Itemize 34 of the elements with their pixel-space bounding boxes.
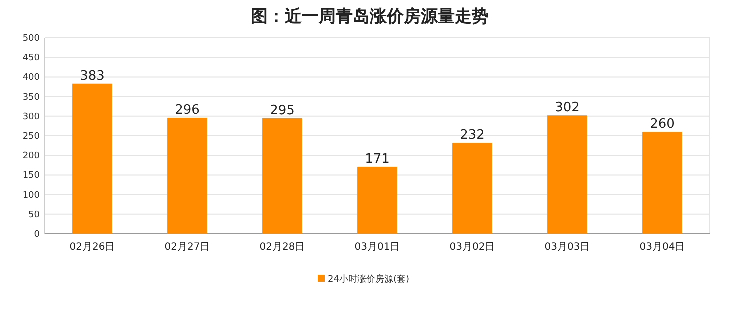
x-tick-label: 03月04日 xyxy=(640,242,686,253)
bar xyxy=(262,118,302,234)
data-label: 383 xyxy=(80,68,105,84)
x-tick-label: 02月26日 xyxy=(70,242,116,253)
bar xyxy=(642,132,682,234)
x-tick-label: 03月03日 xyxy=(544,242,590,253)
bar xyxy=(168,118,208,234)
y-tick-label: 100 xyxy=(22,190,40,201)
bar xyxy=(358,166,398,234)
chart-title: 图：近一周青岛涨价房源量走势 xyxy=(251,7,489,27)
bar xyxy=(72,84,112,234)
x-tick-label: 03月01日 xyxy=(354,242,400,253)
y-tick-label: 350 xyxy=(22,92,40,103)
bar xyxy=(548,116,588,234)
y-tick-label: 200 xyxy=(22,152,40,162)
y-tick-label: 250 xyxy=(22,132,40,142)
y-tick-label: 0 xyxy=(34,230,40,240)
y-tick-label: 150 xyxy=(22,171,40,182)
bar xyxy=(452,143,492,234)
data-label: 260 xyxy=(650,117,675,132)
x-tick-label: 02月27日 xyxy=(164,242,210,253)
y-tick-label: 300 xyxy=(22,112,40,122)
y-tick-label: 50 xyxy=(28,210,40,220)
data-label: 296 xyxy=(175,102,200,118)
legend-label: 24小时涨价房源(套) xyxy=(328,274,410,285)
data-label: 295 xyxy=(270,103,295,118)
data-label: 171 xyxy=(365,152,390,167)
y-tick-label: 450 xyxy=(22,54,40,64)
x-tick-label: 03月02日 xyxy=(450,242,496,253)
data-label: 302 xyxy=(555,100,580,116)
y-tick-label: 400 xyxy=(22,73,40,84)
data-label: 232 xyxy=(460,128,485,144)
x-tick-label: 02月28日 xyxy=(260,242,306,253)
y-tick-label: 500 xyxy=(22,34,40,44)
